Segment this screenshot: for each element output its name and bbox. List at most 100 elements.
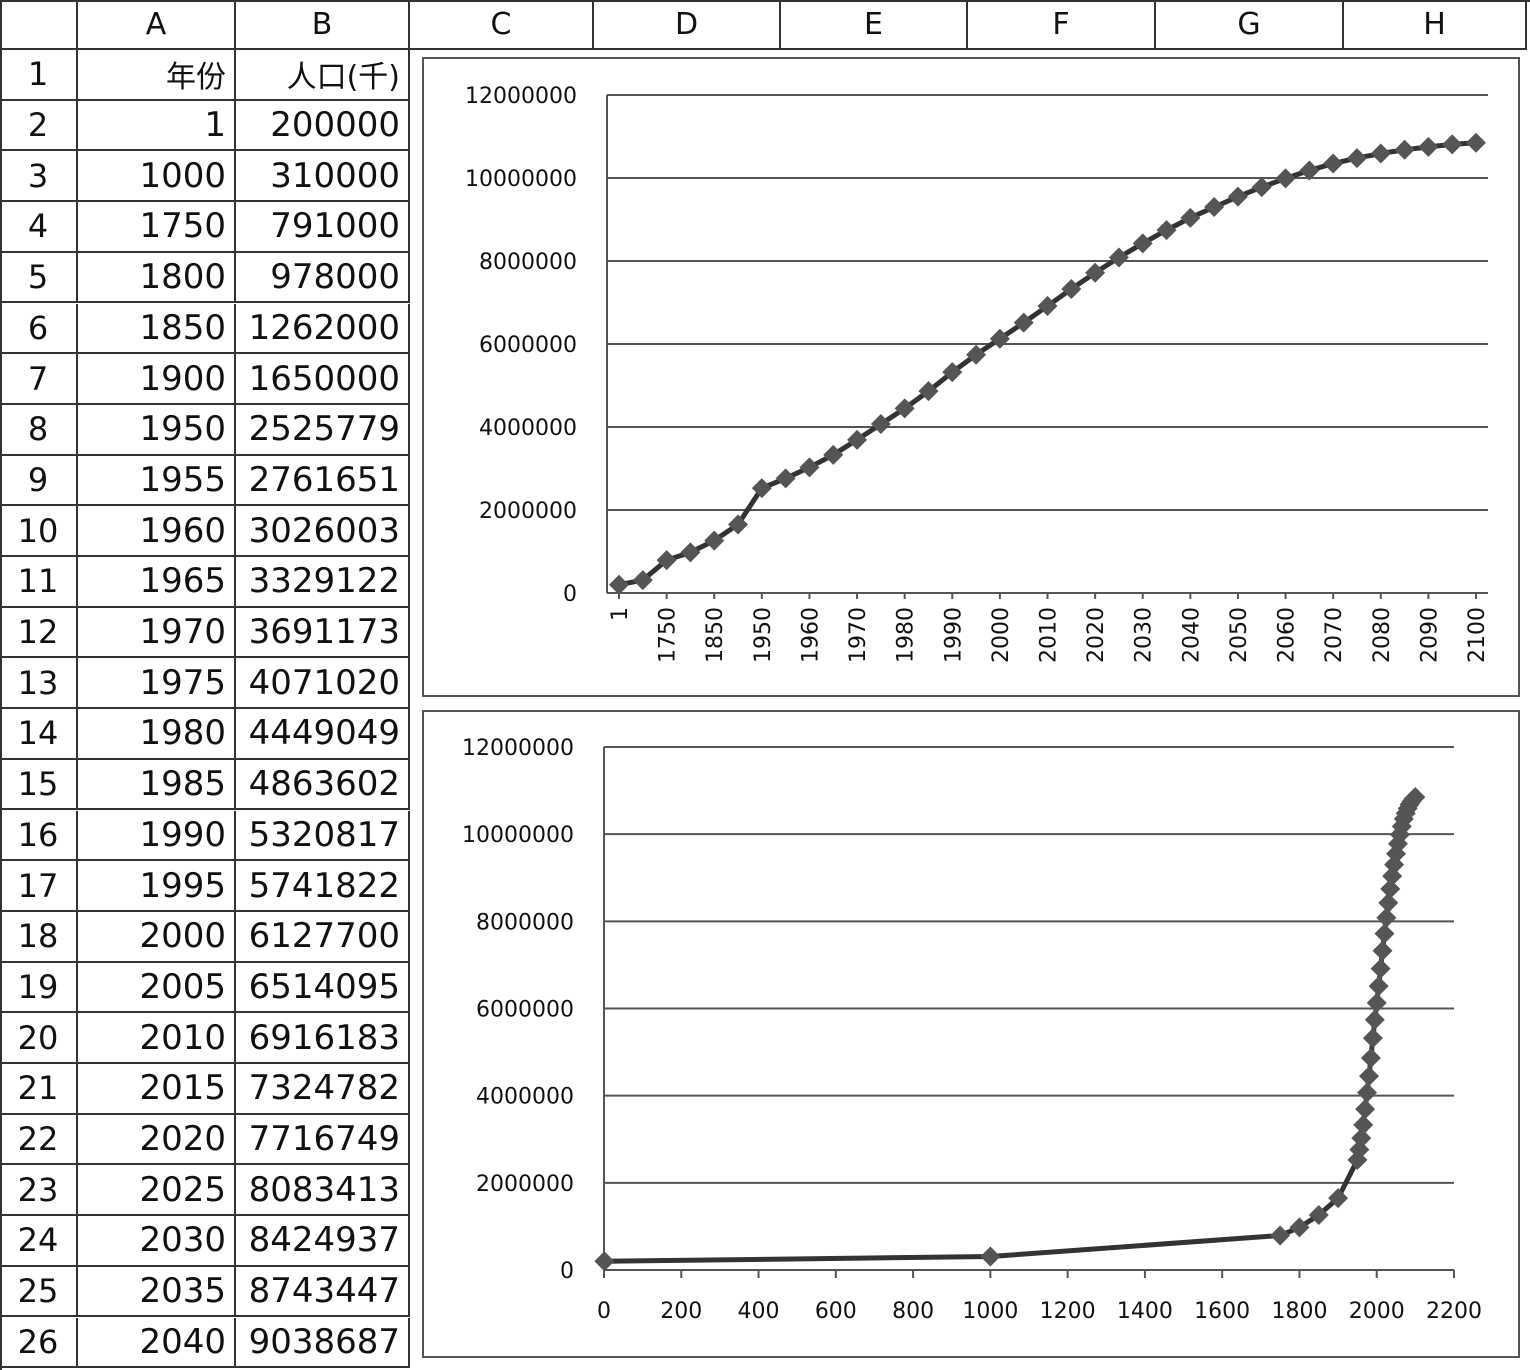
cell-year[interactable]: 2020 — [78, 1114, 236, 1166]
row-header[interactable]: 25 — [0, 1266, 78, 1318]
row-header[interactable]: 22 — [0, 1114, 78, 1166]
row-header[interactable]: 13 — [0, 658, 78, 710]
cell-population[interactable]: 3026003 — [236, 506, 410, 557]
cell-population[interactable]: 6127700 — [236, 911, 410, 963]
cell-population[interactable]: 310000 — [236, 151, 410, 203]
cell-population[interactable]: 7324782 — [236, 1064, 410, 1115]
row-header[interactable]: 26 — [0, 1317, 78, 1369]
row-header[interactable]: 23 — [0, 1165, 78, 1217]
cell-year[interactable]: 1750 — [78, 202, 236, 253]
cell-year[interactable]: 2000 — [78, 911, 236, 963]
cell-year[interactable]: 2005 — [78, 962, 236, 1014]
cell-population[interactable]: 3329122 — [236, 557, 410, 608]
row-header[interactable]: 12 — [0, 607, 78, 659]
row-header[interactable]: 2 — [0, 100, 78, 152]
column-header-a[interactable]: A — [78, 0, 236, 50]
scatter-chart-population[interactable]: 0 2000000 4000000 6000000 8000000 10000000 120… — [422, 710, 1520, 1358]
cell-year[interactable]: 2035 — [78, 1266, 236, 1318]
select-all-corner[interactable] — [0, 0, 78, 50]
cell-population[interactable]: 4449049 — [236, 709, 410, 760]
header-cell-year[interactable]: 年份 — [78, 50, 236, 101]
cell-year[interactable]: 1995 — [78, 861, 236, 912]
cell-population[interactable]: 4863602 — [236, 759, 410, 811]
cell-year[interactable]: 1990 — [78, 810, 236, 862]
line-chart-population[interactable]: 0 2000000 4000000 6000000 8000000 10000000 120… — [422, 57, 1520, 697]
column-header-g[interactable]: G — [1156, 0, 1344, 50]
cell-population[interactable]: 2525779 — [236, 404, 410, 456]
cell-year[interactable]: 1965 — [78, 557, 236, 608]
data-point — [680, 542, 701, 563]
cell-year[interactable]: 2030 — [78, 1216, 236, 1267]
y-tick-label: 0 — [560, 1259, 574, 1284]
data-point — [594, 1251, 615, 1272]
column-header-c[interactable]: C — [410, 0, 594, 50]
cell-year[interactable]: 1 — [78, 100, 236, 152]
row-header[interactable]: 19 — [0, 962, 78, 1014]
cell-population[interactable]: 5741822 — [236, 861, 410, 912]
cell-year[interactable]: 1975 — [78, 658, 236, 710]
cell-year[interactable]: 2015 — [78, 1064, 236, 1115]
row-header[interactable]: 6 — [0, 303, 78, 355]
column-header-f[interactable]: F — [968, 0, 1156, 50]
cell-population[interactable]: 5320817 — [236, 810, 410, 862]
row-header[interactable]: 1 — [0, 50, 78, 101]
cell-year[interactable]: 1985 — [78, 759, 236, 811]
row-header[interactable]: 24 — [0, 1216, 78, 1267]
row-header[interactable]: 10 — [0, 506, 78, 557]
row-header[interactable]: 5 — [0, 252, 78, 304]
cell-year[interactable]: 1980 — [78, 709, 236, 760]
cell-year[interactable]: 2010 — [78, 1013, 236, 1064]
row-header[interactable]: 15 — [0, 759, 78, 811]
cell-population[interactable]: 8743447 — [236, 1266, 410, 1318]
cell-population[interactable]: 200000 — [236, 100, 410, 152]
cell-population[interactable]: 791000 — [236, 202, 410, 253]
data-point — [1037, 295, 1058, 316]
row-header[interactable]: 7 — [0, 354, 78, 405]
row-header[interactable]: 20 — [0, 1013, 78, 1064]
cell-population[interactable]: 2761651 — [236, 455, 410, 507]
cell-population[interactable]: 4071020 — [236, 658, 410, 710]
column-header-e[interactable]: E — [781, 0, 968, 50]
header-cell-population[interactable]: 人口(千) — [236, 50, 410, 101]
cell-population[interactable]: 8424937 — [236, 1216, 410, 1267]
column-header-h[interactable]: H — [1344, 0, 1527, 50]
row-header[interactable]: 14 — [0, 709, 78, 760]
cell-population[interactable]: 6514095 — [236, 962, 410, 1014]
row-header[interactable]: 18 — [0, 911, 78, 963]
cell-population[interactable]: 1650000 — [236, 354, 410, 405]
cell-year[interactable]: 1950 — [78, 404, 236, 456]
cell-population[interactable]: 6916183 — [236, 1013, 410, 1064]
row-header[interactable]: 21 — [0, 1064, 78, 1115]
cell-population[interactable]: 3691173 — [236, 607, 410, 659]
cell-population[interactable]: 9038687 — [236, 1317, 410, 1369]
row-header[interactable]: 11 — [0, 557, 78, 608]
cell-year[interactable]: 1960 — [78, 506, 236, 557]
x-tick-label: 1960 — [798, 607, 823, 663]
data-point — [894, 398, 915, 419]
x-tick-label: 1850 — [703, 607, 728, 663]
cell-year[interactable]: 1850 — [78, 303, 236, 355]
row-header[interactable]: 16 — [0, 810, 78, 862]
row-header[interactable]: 3 — [0, 151, 78, 203]
cell-year[interactable]: 1800 — [78, 252, 236, 304]
row-header[interactable]: 8 — [0, 404, 78, 456]
cell-year[interactable]: 1955 — [78, 455, 236, 507]
column-header-d[interactable]: D — [594, 0, 781, 50]
cell-year[interactable]: 2025 — [78, 1165, 236, 1217]
cell-population[interactable]: 1262000 — [236, 303, 410, 355]
column-header-b[interactable]: B — [236, 0, 410, 50]
cell-year[interactable]: 1970 — [78, 607, 236, 659]
cell-year[interactable]: 1000 — [78, 151, 236, 203]
x-tick-label: 200 — [660, 1299, 702, 1324]
row-header[interactable]: 4 — [0, 202, 78, 253]
cell-population[interactable]: 7716749 — [236, 1114, 410, 1166]
cell-population[interactable]: 8083413 — [236, 1165, 410, 1217]
row-header[interactable]: 9 — [0, 455, 78, 507]
data-point — [966, 344, 987, 365]
cell-population[interactable]: 978000 — [236, 252, 410, 304]
data-point — [1360, 1048, 1381, 1069]
row-header[interactable]: 17 — [0, 861, 78, 912]
cell-year[interactable]: 1900 — [78, 354, 236, 405]
cell-year[interactable]: 2040 — [78, 1317, 236, 1369]
data-point — [1357, 1082, 1378, 1103]
